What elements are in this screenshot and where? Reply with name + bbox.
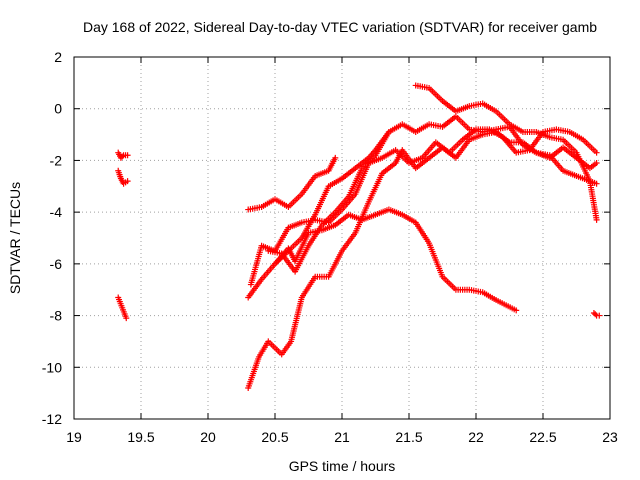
grid-layer <box>74 57 610 419</box>
data-point <box>124 152 131 159</box>
data-point <box>513 307 520 314</box>
x-tick-label: 21 <box>334 429 350 445</box>
y-axis-label: SDTVAR / TECUs <box>7 182 23 294</box>
y-tick-layer: 2 0 -2 -4 -6 -8 -10 -12 <box>42 49 610 427</box>
data-point <box>332 154 339 161</box>
chart-title: Day 168 of 2022, Sidereal Day-to-day VTE… <box>83 19 597 35</box>
x-tick-label: 23 <box>602 429 618 445</box>
y-tick-label: 2 <box>54 49 62 65</box>
x-tick-label: 20.5 <box>261 429 288 445</box>
data-point <box>385 128 392 135</box>
x-tick-label: 22.5 <box>529 429 556 445</box>
y-tick-label: -10 <box>42 359 62 375</box>
data-point <box>596 312 603 319</box>
x-tick-label: 21.5 <box>395 429 422 445</box>
y-tick-label: 0 <box>54 101 62 117</box>
data-point <box>593 216 600 223</box>
x-tick-label: 19 <box>66 429 82 445</box>
y-tick-label: -6 <box>50 256 63 272</box>
y-tick-label: -4 <box>50 204 63 220</box>
data-point <box>593 160 600 167</box>
data-point <box>119 153 126 160</box>
y-tick-label: -8 <box>50 308 63 324</box>
data-point <box>593 149 600 156</box>
x-tick-label: 20 <box>200 429 216 445</box>
x-tick-label: 22 <box>468 429 484 445</box>
data-point <box>124 178 131 185</box>
y-tick-label: -2 <box>50 152 63 168</box>
y-tick-label: -12 <box>42 411 62 427</box>
data-points-layer <box>115 82 603 391</box>
x-tick-label: 19.5 <box>127 429 154 445</box>
data-point <box>592 311 599 318</box>
x-axis-label: GPS time / hours <box>289 458 396 474</box>
data-point <box>593 180 600 187</box>
x-tick-layer: 19 19.5 20 20.5 21 21.5 22 22.5 23 <box>66 57 618 445</box>
data-point <box>123 315 130 322</box>
